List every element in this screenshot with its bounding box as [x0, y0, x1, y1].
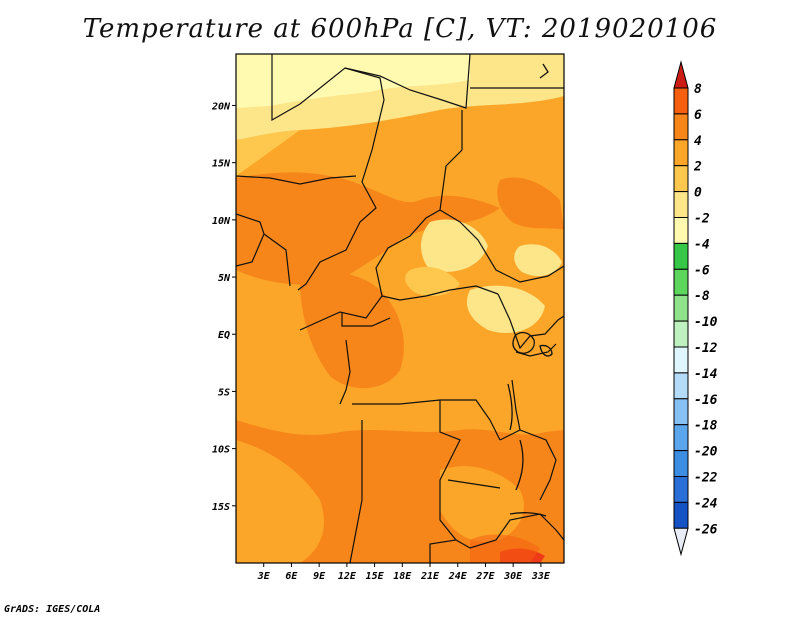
country-borders: [236, 54, 564, 563]
colorbar-segment: [673, 372, 689, 400]
colorbar-segment: [673, 450, 689, 478]
colorbar-segment: [673, 398, 689, 426]
colorbar-label: -8: [694, 289, 710, 304]
colorbar-label: -26: [694, 522, 718, 537]
lon-label: 15E: [366, 571, 385, 582]
temperature-field: [236, 54, 564, 563]
colorbar-label: 4: [694, 134, 702, 149]
colorbar-segment: [673, 268, 689, 296]
lon-label: 12E: [338, 571, 357, 582]
colorbar-segment: [673, 294, 689, 322]
colorbar-label: -14: [694, 367, 718, 382]
colorbar-segment: [673, 217, 689, 244]
lon-label: 21E: [420, 571, 440, 582]
colorbar-label: 8: [694, 82, 702, 97]
lon-label: 3E: [257, 571, 271, 582]
lat-label: 5N: [218, 273, 231, 284]
colorbar-segment: [673, 87, 689, 115]
colorbar-label: -22: [694, 471, 718, 486]
colorbar: 8 6 4 2 0 -2 -4 -6 -8 -10 -12 -14 -16 -18 -20 -22 -24 -26: [673, 60, 718, 557]
colorbar-label: -6: [694, 263, 710, 278]
colorbar-segment: [673, 424, 689, 452]
colorbar-label: -12: [694, 341, 718, 356]
lon-label: 6E: [285, 571, 298, 582]
colorbar-label: -20: [694, 445, 718, 460]
colorbar-label: 0: [694, 186, 702, 201]
lat-label: 10N: [212, 216, 231, 227]
grads-credit: GrADS: IGES/COLA: [4, 604, 101, 615]
map-frame: [235, 53, 565, 564]
colorbar-label: 6: [694, 108, 702, 123]
colorbar-segment: [673, 501, 689, 529]
colorbar-label: -2: [694, 212, 710, 227]
lat-label: 20N: [211, 101, 231, 112]
colorbar-segment: [673, 320, 689, 348]
colorbar-label: -24: [694, 496, 718, 511]
lat-label: 15N: [212, 159, 231, 170]
lon-label: 24E: [448, 571, 468, 582]
lon-label: 30E: [503, 571, 523, 582]
colorbar-label: 2: [693, 160, 702, 175]
lat-label: 5S: [218, 387, 230, 398]
lat-label: 10S: [212, 445, 230, 456]
lat-label: 15S: [212, 502, 230, 513]
lon-label: 27E: [475, 571, 495, 582]
colorbar-top-arrow: [673, 60, 689, 89]
map-title: Temperature at 600hPa [C], VT: 201902010…: [82, 14, 718, 44]
colorbar-segment: [673, 242, 689, 270]
latitude-axis: 20N 15N 10N 5N EQ 5S 10S 15S: [211, 101, 236, 513]
lon-label: 18E: [393, 571, 412, 582]
colorbar-segment: [673, 346, 689, 374]
lakes: [507, 63, 553, 517]
colorbar-segment: [673, 165, 689, 193]
lon-label: 33E: [531, 571, 551, 582]
colorbar-segment: [673, 191, 689, 219]
lon-label: 9E: [313, 571, 326, 582]
colorbar-label: -16: [694, 393, 718, 408]
colorbar-segment: [673, 113, 689, 141]
lat-label: EQ: [218, 330, 230, 341]
colorbar-segment: [673, 476, 689, 503]
colorbar-label: -4: [694, 237, 710, 252]
longitude-axis: 3E 6E 9E 12E 15E 18E 21E 24E 27E 30E 33E: [257, 563, 551, 582]
colorbar-label: -18: [694, 419, 718, 434]
colorbar-bottom-arrow: [673, 527, 689, 557]
colorbar-label: -10: [694, 315, 718, 330]
colorbar-segment: [673, 139, 689, 167]
